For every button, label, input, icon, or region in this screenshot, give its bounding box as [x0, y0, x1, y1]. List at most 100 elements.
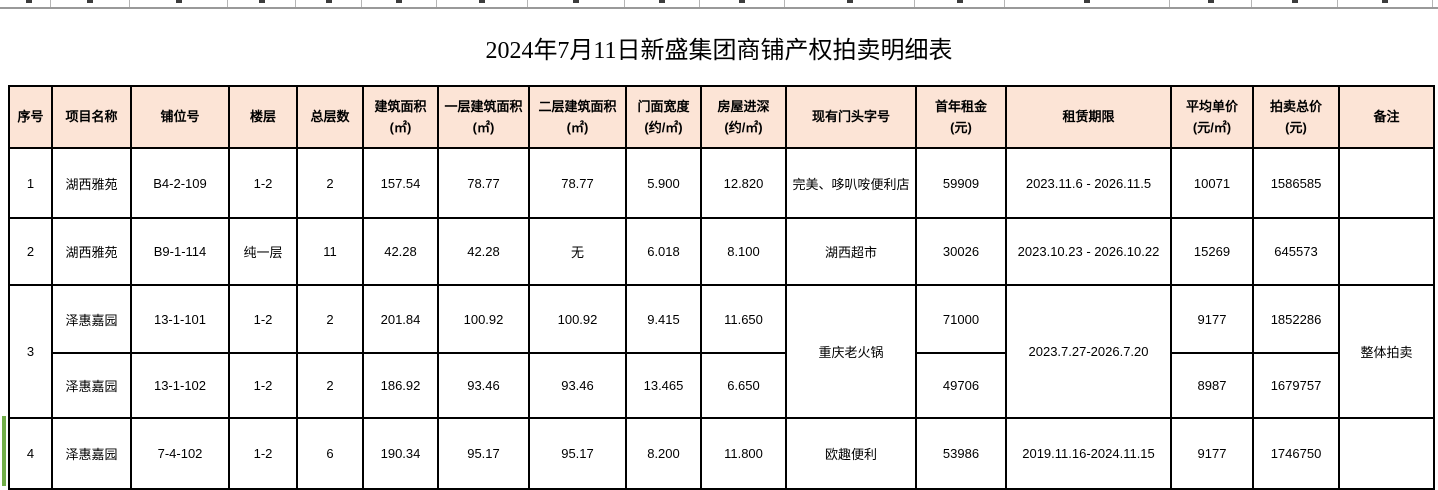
cell-avg-price[interactable]: 10071 — [1170, 147, 1254, 219]
cell-floor2-area[interactable]: 95.17 — [528, 417, 627, 490]
col-header-floor[interactable]: 楼层 — [228, 85, 298, 149]
col-header-first-floor-area[interactable]: 一层建筑面积 (㎡) — [437, 85, 530, 149]
cell-frontage-width[interactable]: 6.018 — [625, 217, 702, 286]
cell-floor[interactable]: 1-2 — [228, 417, 298, 490]
cell-remarks[interactable] — [1338, 217, 1435, 286]
col-header-project-name[interactable]: 项目名称 — [51, 85, 132, 149]
cell-floor1-area[interactable]: 42.28 — [437, 217, 530, 286]
cell-total-floors[interactable]: 2 — [296, 284, 364, 354]
grid-cell-remnant — [296, 0, 362, 7]
cell-lease-term[interactable]: 2019.11.16-2024.11.15 — [1005, 417, 1172, 490]
cell-total-price[interactable]: 645573 — [1252, 217, 1340, 286]
cell-frontage-width[interactable]: 13.465 — [625, 352, 702, 419]
cell-floor1-area[interactable]: 95.17 — [437, 417, 530, 490]
cell-unit[interactable]: B9-1-114 — [130, 217, 230, 286]
col-header-current-signage[interactable]: 现有门头字号 — [785, 85, 917, 149]
cell-floor1-area[interactable]: 100.92 — [437, 284, 530, 354]
cell-project[interactable]: 湖西雅苑 — [51, 147, 132, 219]
cell-total-floors[interactable]: 11 — [296, 217, 364, 286]
cell-floor2-area[interactable]: 78.77 — [528, 147, 627, 219]
cell-serial[interactable]: 3 — [8, 284, 53, 419]
cell-building-area[interactable]: 186.92 — [362, 352, 439, 419]
cell-unit[interactable]: 13-1-102 — [130, 352, 230, 419]
col-header-second-floor-area[interactable]: 二层建筑面积 (㎡) — [528, 85, 627, 149]
cell-signage[interactable]: 重庆老火锅 — [785, 284, 917, 419]
cell-floor[interactable]: 纯一层 — [228, 217, 298, 286]
cell-remarks[interactable] — [1338, 417, 1435, 490]
grid-cell-remnant — [700, 0, 785, 7]
cell-total-floors[interactable]: 6 — [296, 417, 364, 490]
cell-building-area[interactable]: 157.54 — [362, 147, 439, 219]
cell-signage[interactable]: 湖西超市 — [785, 217, 917, 286]
cell-lease-term[interactable]: 2023.10.23 - 2026.10.22 — [1005, 217, 1172, 286]
cell-floor1-area[interactable]: 78.77 — [437, 147, 530, 219]
col-header-total-floors[interactable]: 总层数 — [296, 85, 364, 149]
cell-serial[interactable]: 1 — [8, 147, 53, 219]
cell-frontage-width[interactable]: 8.200 — [625, 417, 702, 490]
cell-project[interactable]: 泽惠嘉园 — [51, 352, 132, 419]
cell-frontage-width[interactable]: 9.415 — [625, 284, 702, 354]
cell-project[interactable]: 泽惠嘉园 — [51, 417, 132, 490]
cell-floor[interactable]: 1-2 — [228, 352, 298, 419]
header-label: 项目名称 — [65, 109, 118, 125]
cell-floor1-area[interactable]: 93.46 — [437, 352, 530, 419]
cell-signage[interactable]: 完美、哆叭咹便利店 — [785, 147, 917, 219]
cell-total-price[interactable]: 1586585 — [1252, 147, 1340, 219]
cell-floor2-area[interactable]: 无 — [528, 217, 627, 286]
header-label: 房屋进深 — [717, 98, 770, 114]
cell-total-floors[interactable]: 2 — [296, 352, 364, 419]
header-label: 楼层 — [249, 109, 276, 125]
col-header-auction-total-price[interactable]: 拍卖总价 (元) — [1252, 85, 1340, 149]
cell-total-floors[interactable]: 2 — [296, 147, 364, 219]
cell-serial[interactable]: 4 — [8, 417, 53, 490]
cell-first-year-rent[interactable]: 49706 — [915, 352, 1007, 419]
cell-lease-term[interactable]: 2023.11.6 - 2026.11.5 — [1005, 147, 1172, 219]
cell-serial[interactable]: 2 — [8, 217, 53, 286]
col-header-avg-unit-price[interactable]: 平均单价 (元/㎡) — [1170, 85, 1254, 149]
cell-lease-term[interactable]: 2023.7.27-2026.7.20 — [1005, 284, 1172, 419]
cell-first-year-rent[interactable]: 59909 — [915, 147, 1007, 219]
col-header-serial[interactable]: 序号 — [8, 85, 53, 149]
cell-floor[interactable]: 1-2 — [228, 284, 298, 354]
cell-remarks[interactable]: 整体拍卖 — [1338, 284, 1435, 419]
table-row: 3 泽惠嘉园 13-1-101 1-2 2 201.84 100.92 100.… — [8, 284, 1435, 419]
cell-depth[interactable]: 12.820 — [700, 147, 787, 219]
col-header-unit-number[interactable]: 铺位号 — [130, 85, 230, 149]
cell-floor2-area[interactable]: 93.46 — [528, 352, 627, 419]
cell-avg-price[interactable]: 8987 — [1170, 352, 1254, 419]
header-label: 建筑面积 — [374, 98, 427, 114]
cell-project[interactable]: 湖西雅苑 — [51, 217, 132, 286]
cell-frontage-width[interactable]: 5.900 — [625, 147, 702, 219]
cell-floor2-area[interactable]: 100.92 — [528, 284, 627, 354]
cell-first-year-rent[interactable]: 30026 — [915, 217, 1007, 286]
cell-total-price[interactable]: 1679757 — [1252, 352, 1340, 419]
cell-avg-price[interactable]: 15269 — [1170, 217, 1254, 286]
cell-first-year-rent[interactable]: 53986 — [915, 417, 1007, 490]
col-header-frontage-width[interactable]: 门面宽度 (约/㎡) — [625, 85, 702, 149]
cell-avg-price[interactable]: 9177 — [1170, 417, 1254, 490]
cell-building-area[interactable]: 42.28 — [362, 217, 439, 286]
cell-depth[interactable]: 11.650 — [700, 284, 787, 354]
col-header-building-area[interactable]: 建筑面积 (㎡) — [362, 85, 439, 149]
cell-floor[interactable]: 1-2 — [228, 147, 298, 219]
col-header-depth[interactable]: 房屋进深 (约/㎡) — [700, 85, 787, 149]
col-header-remarks[interactable]: 备注 — [1338, 85, 1435, 149]
cell-project[interactable]: 泽惠嘉园 — [51, 284, 132, 354]
cell-unit[interactable]: 7-4-102 — [130, 417, 230, 490]
cell-building-area[interactable]: 190.34 — [362, 417, 439, 490]
cell-total-price[interactable]: 1746750 — [1252, 417, 1340, 490]
col-header-first-year-rent[interactable]: 首年租金 (元) — [915, 85, 1007, 149]
cell-avg-price[interactable]: 9177 — [1170, 284, 1254, 354]
cell-total-price[interactable]: 1852286 — [1252, 284, 1340, 354]
cell-first-year-rent[interactable]: 71000 — [915, 284, 1007, 354]
cell-signage[interactable]: 欧趣便利 — [785, 417, 917, 490]
cell-building-area[interactable]: 201.84 — [362, 284, 439, 354]
cell-depth[interactable]: 8.100 — [700, 217, 787, 286]
col-header-lease-term[interactable]: 租赁期限 — [1005, 85, 1172, 149]
cell-depth[interactable]: 11.800 — [700, 417, 787, 490]
cell-depth[interactable]: 6.650 — [700, 352, 787, 419]
cell-unit[interactable]: 13-1-101 — [130, 284, 230, 354]
cell-remarks[interactable] — [1338, 147, 1435, 219]
title-cell[interactable]: 2024年7月11日新盛集团商铺产权拍卖明细表 — [0, 9, 1438, 85]
cell-unit[interactable]: B4-2-109 — [130, 147, 230, 219]
